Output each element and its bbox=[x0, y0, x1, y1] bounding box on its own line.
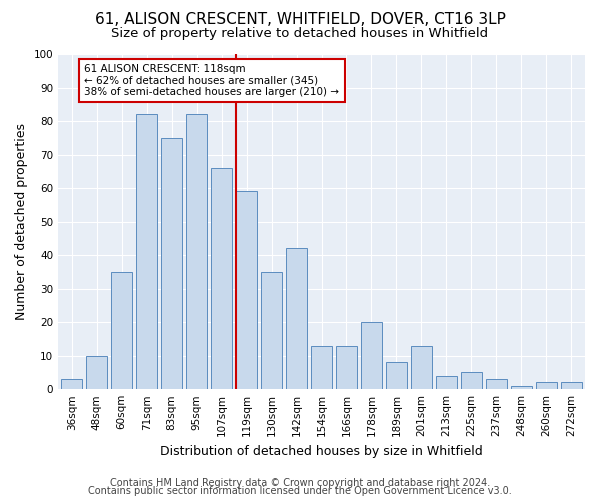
Bar bbox=[286, 248, 307, 389]
Bar bbox=[261, 272, 282, 389]
Bar bbox=[411, 346, 432, 389]
Y-axis label: Number of detached properties: Number of detached properties bbox=[15, 123, 28, 320]
Bar bbox=[311, 346, 332, 389]
Text: Contains public sector information licensed under the Open Government Licence v3: Contains public sector information licen… bbox=[88, 486, 512, 496]
Bar bbox=[486, 379, 507, 389]
Bar bbox=[536, 382, 557, 389]
Bar bbox=[111, 272, 133, 389]
Bar bbox=[211, 168, 232, 389]
Text: Size of property relative to detached houses in Whitfield: Size of property relative to detached ho… bbox=[112, 28, 488, 40]
Bar bbox=[336, 346, 357, 389]
Bar bbox=[436, 376, 457, 389]
Bar bbox=[386, 362, 407, 389]
Bar bbox=[236, 192, 257, 389]
Text: Contains HM Land Registry data © Crown copyright and database right 2024.: Contains HM Land Registry data © Crown c… bbox=[110, 478, 490, 488]
X-axis label: Distribution of detached houses by size in Whitfield: Distribution of detached houses by size … bbox=[160, 444, 483, 458]
Bar bbox=[186, 114, 207, 389]
Text: 61 ALISON CRESCENT: 118sqm
← 62% of detached houses are smaller (345)
38% of sem: 61 ALISON CRESCENT: 118sqm ← 62% of deta… bbox=[85, 64, 340, 98]
Bar bbox=[560, 382, 582, 389]
Bar bbox=[86, 356, 107, 389]
Bar bbox=[511, 386, 532, 389]
Bar bbox=[361, 322, 382, 389]
Bar bbox=[161, 138, 182, 389]
Bar bbox=[136, 114, 157, 389]
Bar bbox=[61, 379, 82, 389]
Bar bbox=[461, 372, 482, 389]
Text: 61, ALISON CRESCENT, WHITFIELD, DOVER, CT16 3LP: 61, ALISON CRESCENT, WHITFIELD, DOVER, C… bbox=[95, 12, 505, 28]
